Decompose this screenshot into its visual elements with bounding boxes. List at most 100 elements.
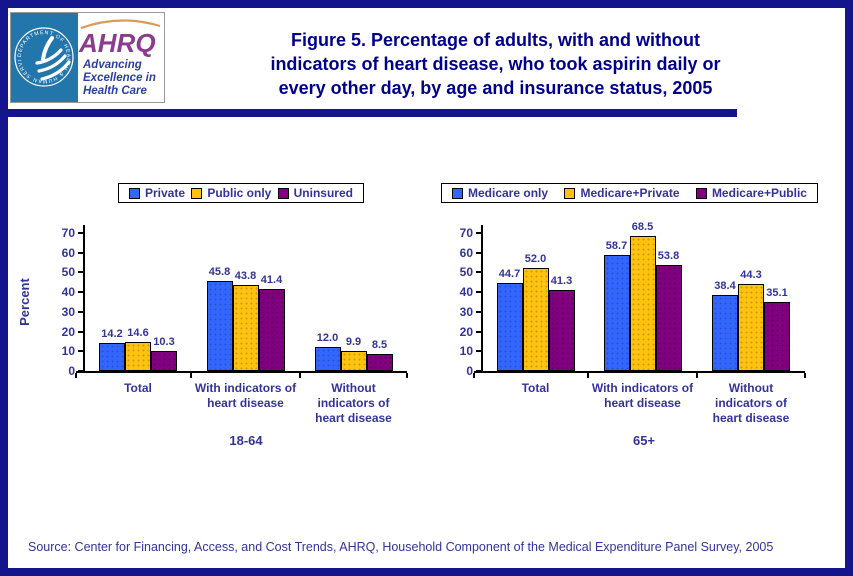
hhs-ahrq-logo-svg: DEPARTMENT OF HEALTH & HUMAN SERVICES - … bbox=[9, 9, 161, 102]
y-tick-label: 40 bbox=[61, 285, 75, 300]
y-tick-mark bbox=[78, 330, 85, 333]
category-label-line: With indicators of bbox=[591, 381, 694, 395]
legend-item: Private bbox=[129, 186, 185, 200]
category-label-line: heart disease bbox=[604, 396, 681, 410]
y-tick-mark bbox=[78, 271, 85, 274]
y-tick-mark bbox=[476, 310, 483, 313]
bar bbox=[655, 264, 682, 371]
ahrq-tagline-line: Excellence in bbox=[83, 72, 156, 84]
bar bbox=[258, 289, 285, 371]
bar-value-label: 35.1 bbox=[766, 286, 788, 299]
bar-value-label: 14.6 bbox=[127, 327, 149, 340]
y-tick-mark bbox=[476, 232, 483, 234]
y-tick-label: 10 bbox=[61, 344, 75, 359]
bar-value-label: 9.9 bbox=[345, 336, 362, 349]
x-axis-line bbox=[474, 371, 805, 373]
legend-label: Public only bbox=[207, 186, 272, 200]
y-tick-mark bbox=[476, 291, 483, 294]
legend: Private Public only Uninsured bbox=[118, 183, 364, 203]
bar-value-label: 52.0 bbox=[524, 253, 547, 266]
category-label: With indicators of heart disease bbox=[583, 381, 703, 411]
bar bbox=[151, 350, 177, 371]
bar-value-label: 41.3 bbox=[550, 274, 573, 287]
category-label-line: Without bbox=[331, 381, 376, 395]
bar-value-label: 45.8 bbox=[208, 265, 231, 278]
y-tick-mark bbox=[78, 350, 85, 353]
legend-item: Public only bbox=[191, 186, 271, 200]
y-axis-label: Percent bbox=[17, 278, 32, 326]
bar-value-label: 43.8 bbox=[234, 269, 257, 282]
category-label: With indicators of heart disease bbox=[186, 381, 306, 411]
x-tick-mark bbox=[190, 373, 192, 378]
bar bbox=[496, 282, 523, 371]
y-tick-label: 30 bbox=[459, 304, 473, 319]
figure-title-line: every other day, by age and insurance st… bbox=[278, 78, 713, 98]
y-tick-label: 0 bbox=[466, 364, 473, 378]
category-label: Total bbox=[78, 381, 198, 396]
bar bbox=[738, 283, 764, 371]
bar-value-label: 44.3 bbox=[740, 268, 762, 281]
ahrq-tagline-line: Health Care bbox=[83, 85, 148, 97]
bar-value-label: 10.3 bbox=[153, 335, 175, 348]
bar bbox=[340, 351, 367, 371]
bar-value-label: 68.5 bbox=[631, 220, 654, 233]
y-tick-label: 60 bbox=[61, 245, 75, 260]
legend-label: Uninsured bbox=[293, 186, 353, 200]
x-tick-mark bbox=[804, 373, 806, 378]
bar-value-label: 58.7 bbox=[605, 240, 628, 253]
category-label-line: heart disease bbox=[207, 396, 284, 410]
y-tick-mark bbox=[78, 310, 85, 313]
category-label-line: Total bbox=[521, 381, 550, 395]
ahrq-tagline-line: Advancing bbox=[82, 59, 142, 71]
ahrq-tagline: Advancing Excellence in Health Care bbox=[82, 59, 156, 97]
y-tick-label: 20 bbox=[459, 324, 473, 339]
source-note: Source: Center for Financing, Access, an… bbox=[28, 540, 774, 554]
category-label-line: indicators of bbox=[714, 396, 787, 410]
legend-swatch-icon bbox=[452, 187, 463, 199]
bar bbox=[629, 235, 656, 371]
bar bbox=[712, 295, 738, 371]
bar bbox=[99, 343, 125, 371]
ahrq-acronym-text: AHRQ bbox=[78, 28, 156, 58]
category-label-line: indicators of bbox=[317, 396, 390, 410]
y-axis-line bbox=[481, 225, 483, 373]
legend-item: Medicare+Public bbox=[695, 186, 807, 200]
bar bbox=[366, 354, 393, 371]
legend-swatch-icon bbox=[277, 187, 289, 199]
legend-label: Private bbox=[145, 186, 186, 200]
y-tick-mark bbox=[78, 291, 85, 294]
y-tick-label: 60 bbox=[459, 245, 473, 260]
y-tick-label: 50 bbox=[459, 265, 473, 280]
category-label-line: heart disease bbox=[712, 411, 790, 425]
figure-stage: DEPARTMENT OF HEALTH & HUMAN SERVICES - … bbox=[8, 8, 845, 568]
x-tick-mark bbox=[299, 373, 301, 378]
header-separator bbox=[8, 109, 737, 117]
legend-item: Medicare only bbox=[452, 186, 548, 200]
legend-label: Medicare only bbox=[468, 186, 549, 200]
bar bbox=[764, 301, 790, 371]
x-axis-line bbox=[76, 371, 407, 373]
category-label-line: With indicators of bbox=[194, 381, 297, 395]
bar-value-label: 44.7 bbox=[498, 267, 521, 280]
legend-swatch-icon bbox=[191, 187, 203, 199]
y-tick-label: 70 bbox=[459, 226, 473, 240]
bar bbox=[206, 280, 233, 371]
bar-value-label: 38.4 bbox=[714, 280, 736, 293]
figure-title-line: Figure 5. Percentage of adults, with and… bbox=[290, 30, 701, 50]
legend-label: Medicare+Public bbox=[711, 186, 807, 200]
bar bbox=[232, 284, 259, 371]
y-tick-mark bbox=[476, 330, 483, 333]
x-tick-mark bbox=[473, 373, 475, 378]
hhs-seal-icon: DEPARTMENT OF HEALTH & HUMAN SERVICES - … bbox=[9, 9, 78, 102]
bar bbox=[603, 255, 630, 371]
category-label: Without indicators of heart disease bbox=[294, 381, 414, 426]
y-tick-label: 50 bbox=[61, 265, 75, 280]
ahrq-wordmark: AHRQ Advancing Excellence in Health Care bbox=[78, 19, 161, 97]
bar bbox=[522, 268, 549, 371]
y-tick-mark bbox=[78, 232, 85, 234]
y-tick-label: 40 bbox=[459, 285, 473, 300]
x-tick-mark bbox=[75, 373, 77, 378]
y-tick-mark bbox=[476, 271, 483, 274]
figure-title-line: indicators of heart disease, who took as… bbox=[270, 54, 721, 74]
